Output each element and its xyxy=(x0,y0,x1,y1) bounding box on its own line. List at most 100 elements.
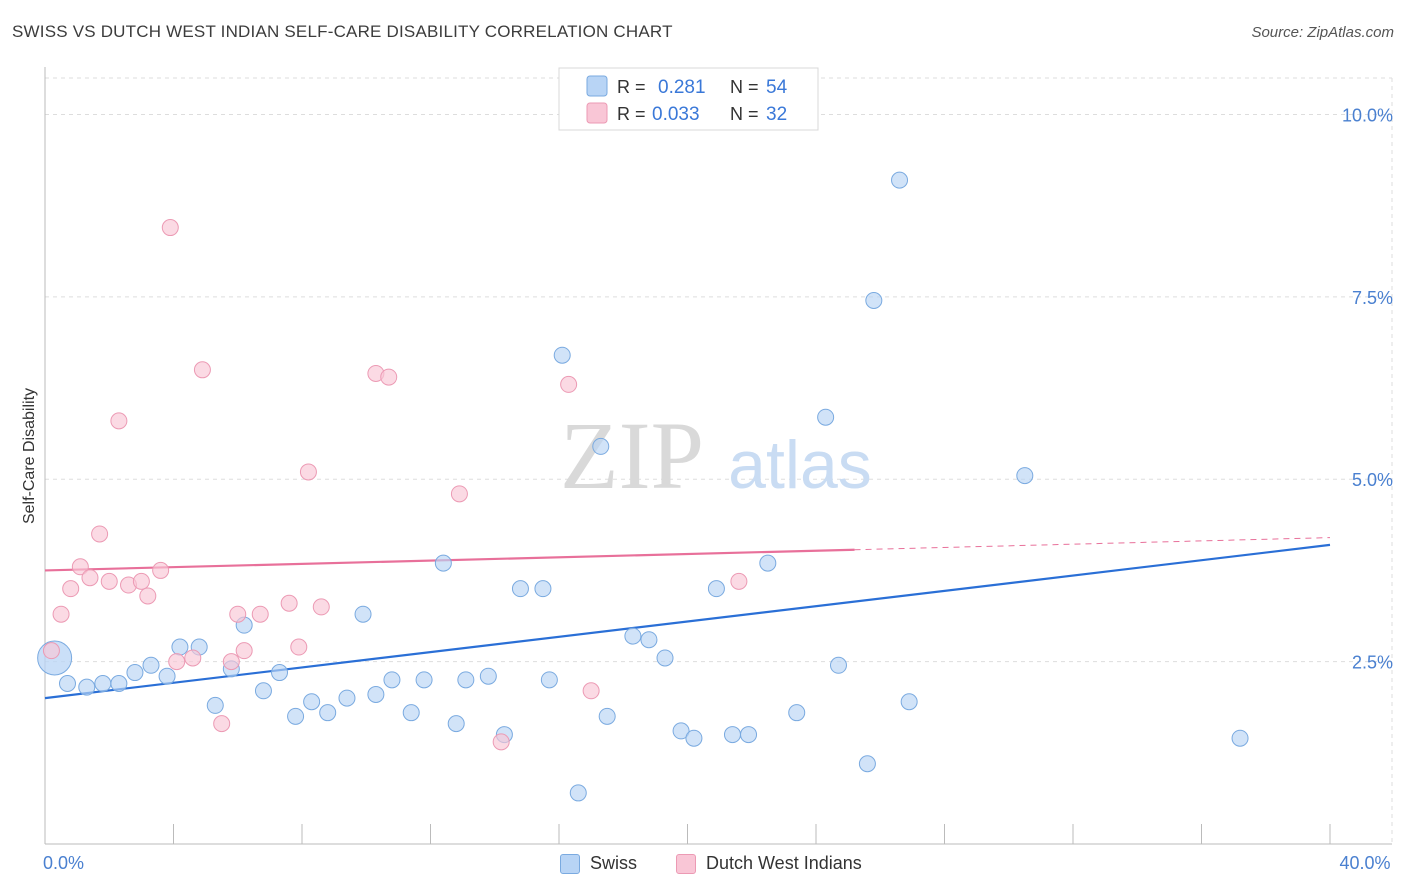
point-dutch xyxy=(184,649,202,667)
point-swiss xyxy=(457,671,475,689)
y-tick-label: 2.5% xyxy=(1352,653,1393,673)
point-swiss xyxy=(858,755,876,773)
y-axis-label: Self-Care Disability xyxy=(21,388,38,524)
point-swiss xyxy=(598,707,616,725)
point-swiss xyxy=(415,671,433,689)
point-dutch xyxy=(251,605,269,623)
point-dutch xyxy=(132,572,150,590)
point-swiss xyxy=(78,678,96,696)
x-tick-label: 0.0% xyxy=(43,853,84,873)
point-dutch xyxy=(91,525,109,543)
point-swiss xyxy=(640,631,658,649)
point-swiss xyxy=(707,580,725,598)
y-tick-label: 5.0% xyxy=(1352,470,1393,490)
tick-labels: 2.5% 5.0% 7.5% 10.0% 0.0% 40.0% xyxy=(43,105,1393,873)
point-swiss xyxy=(254,682,272,700)
chart-title: SWISS VS DUTCH WEST INDIAN SELF-CARE DIS… xyxy=(12,22,673,41)
point-swiss xyxy=(534,580,552,598)
legend-label-dutch: Dutch West Indians xyxy=(706,853,862,873)
point-swiss xyxy=(158,667,176,685)
legend-top: R = 0.281 N = 54 R = 0.033 N = 32 xyxy=(558,67,819,131)
point-swiss xyxy=(434,554,452,572)
axes xyxy=(44,67,1392,845)
point-swiss xyxy=(447,715,465,733)
point-swiss xyxy=(402,704,420,722)
legend-r-label-dutch: R = xyxy=(617,104,646,124)
point-swiss xyxy=(171,638,189,656)
point-swiss xyxy=(1231,729,1249,747)
point-swiss xyxy=(94,675,112,693)
trend-line-swiss xyxy=(44,543,1331,700)
legend-label-swiss: Swiss xyxy=(590,853,638,873)
point-swiss xyxy=(110,675,128,693)
point-dutch xyxy=(42,642,60,660)
watermark-atlas: atlas xyxy=(728,427,872,503)
point-swiss xyxy=(511,580,529,598)
legend-swatch-dutch-bottom xyxy=(676,853,696,874)
point-dutch xyxy=(81,569,99,587)
data-points xyxy=(37,171,1249,802)
point-dutch xyxy=(730,572,748,590)
grid-lines xyxy=(45,77,1393,844)
source-credit: Source: ZipAtlas.com xyxy=(1251,24,1394,41)
point-swiss xyxy=(656,649,674,667)
point-dutch xyxy=(193,361,211,379)
point-swiss xyxy=(540,671,558,689)
point-swiss xyxy=(891,171,909,189)
point-dutch xyxy=(450,485,468,503)
legend-swatch-swiss xyxy=(586,75,608,97)
point-swiss xyxy=(303,693,321,711)
point-dutch xyxy=(560,375,578,393)
point-swiss xyxy=(592,437,610,455)
point-swiss xyxy=(553,346,571,364)
point-dutch xyxy=(299,463,317,481)
point-swiss xyxy=(383,671,401,689)
legend-r-value-swiss: 0.281 xyxy=(658,77,706,98)
point-swiss xyxy=(900,693,918,711)
y-tick-label: 7.5% xyxy=(1352,288,1393,308)
point-swiss xyxy=(142,656,160,674)
point-dutch xyxy=(152,561,170,579)
point-swiss xyxy=(126,664,144,682)
point-swiss xyxy=(759,554,777,572)
point-swiss xyxy=(271,664,289,682)
point-dutch xyxy=(492,733,510,751)
point-swiss xyxy=(319,704,337,722)
point-swiss xyxy=(685,729,703,747)
legend-n-value-dutch: 32 xyxy=(766,104,787,125)
legend-r-value-dutch: 0.033 xyxy=(652,104,700,125)
point-swiss xyxy=(354,605,372,623)
watermark-zip: ZIP xyxy=(560,402,704,509)
point-swiss xyxy=(817,408,835,426)
legend-n-label-swiss: N = xyxy=(730,77,759,97)
point-swiss xyxy=(569,784,587,802)
legend-swatch-dutch xyxy=(586,102,608,124)
legend-bottom: Swiss Dutch West Indians xyxy=(0,851,1406,877)
point-dutch xyxy=(582,682,600,700)
point-dutch xyxy=(235,642,253,660)
point-dutch xyxy=(62,580,80,598)
point-swiss xyxy=(206,696,224,714)
point-swiss xyxy=(367,685,385,703)
point-dutch xyxy=(52,605,70,623)
point-dutch xyxy=(100,572,118,590)
legend-item-dutch: Dutch West Indians xyxy=(676,853,862,874)
point-swiss xyxy=(829,656,847,674)
point-dutch xyxy=(139,587,157,605)
trend-line-dutch-extension xyxy=(854,537,1331,551)
point-dutch xyxy=(222,653,240,671)
point-dutch xyxy=(110,412,128,430)
point-swiss xyxy=(58,675,76,693)
point-dutch xyxy=(168,653,186,671)
point-swiss xyxy=(338,689,356,707)
legend-n-label-dutch: N = xyxy=(730,104,759,124)
point-swiss xyxy=(865,292,883,310)
point-dutch xyxy=(312,598,330,616)
point-swiss xyxy=(723,726,741,744)
legend-r-label-swiss: R = xyxy=(617,77,646,97)
point-dutch xyxy=(161,219,179,237)
point-swiss xyxy=(740,726,758,744)
point-swiss xyxy=(672,722,690,740)
legend-item-swiss: Swiss xyxy=(560,853,637,874)
